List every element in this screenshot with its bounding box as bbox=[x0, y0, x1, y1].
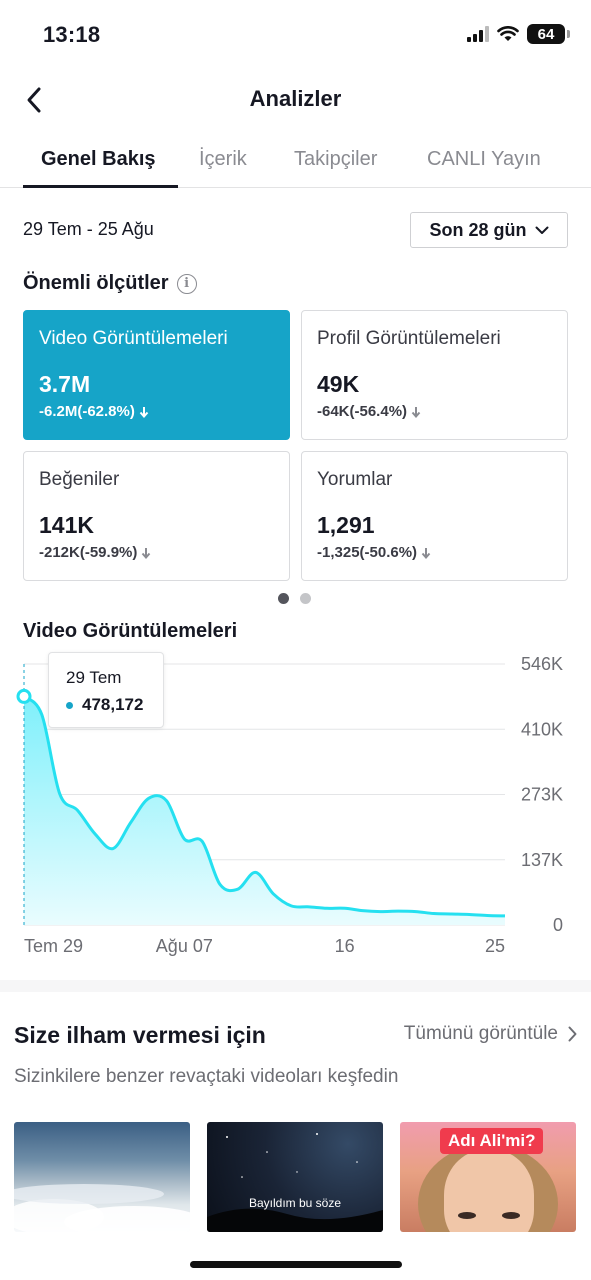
arrow-down-icon bbox=[411, 406, 421, 418]
chevron-down-icon bbox=[535, 226, 548, 234]
tooltip-value-row: 478,172 bbox=[66, 695, 143, 715]
tooltip-value: 478,172 bbox=[82, 695, 144, 714]
wifi-icon bbox=[497, 26, 519, 41]
tab-active-indicator bbox=[23, 185, 178, 188]
x-tick-label: 16 bbox=[335, 936, 355, 956]
arrow-down-icon bbox=[142, 547, 151, 559]
tab-followers[interactable]: Takipçiler bbox=[294, 148, 378, 170]
arrow-down-icon bbox=[139, 406, 149, 418]
y-tick-label: 273K bbox=[521, 785, 563, 805]
period-dropdown-label: Son 28 gün bbox=[429, 219, 527, 240]
night-sky-image bbox=[207, 1133, 383, 1232]
inspiration-title: Size ilham vermesi için bbox=[14, 1022, 266, 1048]
tooltip-date: 29 Tem bbox=[66, 668, 122, 687]
video-caption: Bayıldım bu söze bbox=[248, 1196, 342, 1210]
key-metrics-title: Önemli ölçütler i bbox=[23, 272, 197, 295]
section-divider bbox=[0, 980, 591, 992]
y-tick-label: 546K bbox=[521, 654, 563, 674]
eye-shape bbox=[458, 1212, 476, 1219]
metric-change-text: -6.2M(-62.8%) bbox=[39, 403, 135, 420]
back-button[interactable] bbox=[16, 82, 52, 118]
series-dot-icon bbox=[66, 701, 73, 709]
tab-overview[interactable]: Genel Bakış bbox=[41, 148, 156, 170]
metrics-pager bbox=[278, 593, 311, 604]
metric-card-comments[interactable]: Yorumlar 1,291 -1,325(-50.6%) bbox=[301, 451, 568, 581]
status-bar: 13:18 64 bbox=[0, 0, 591, 66]
metric-value: 49K bbox=[317, 371, 360, 397]
video-thumbnail[interactable]: Adı Ali'mi? bbox=[400, 1122, 576, 1232]
period-dropdown[interactable]: Son 28 gün bbox=[410, 212, 568, 248]
metric-change: -212K(-59.9%) bbox=[39, 544, 151, 561]
pager-dot[interactable] bbox=[300, 593, 311, 604]
y-tick-label: 0 bbox=[553, 915, 563, 935]
nav-header: Analizler bbox=[0, 70, 591, 130]
status-time: 13:18 bbox=[43, 22, 101, 47]
metric-change: -6.2M(-62.8%) bbox=[39, 403, 149, 420]
page-title: Analizler bbox=[249, 86, 342, 111]
data-point-selected bbox=[16, 688, 32, 704]
chevron-left-icon bbox=[27, 87, 41, 113]
chart-title: Video Görüntülemeleri bbox=[23, 620, 238, 642]
metric-card-likes[interactable]: Beğeniler 141K -212K(-59.9%) bbox=[23, 451, 290, 581]
arrow-down-icon bbox=[421, 547, 431, 559]
tab-bar: Genel Bakış İçerik Takipçiler CANLI Yayı… bbox=[0, 134, 591, 188]
metric-change-text: -64K(-56.4%) bbox=[317, 403, 408, 420]
video-caption-badge: Adı Ali'mi? bbox=[440, 1128, 544, 1154]
battery-icon: 64 bbox=[527, 24, 570, 44]
see-all-label: Tümünü görüntüle bbox=[403, 1023, 558, 1044]
x-tick-label: Tem 29 bbox=[24, 936, 83, 956]
info-icon[interactable]: i bbox=[176, 273, 197, 294]
metric-change-text: -1,325(-50.6%) bbox=[317, 544, 418, 561]
clouds-image bbox=[14, 1184, 190, 1232]
metric-value: 141K bbox=[39, 512, 94, 538]
y-tick-label: 137K bbox=[521, 850, 563, 870]
metric-label: Yorumlar bbox=[317, 469, 393, 490]
status-icons: 64 bbox=[467, 24, 570, 44]
video-thumbnail[interactable]: Bayıldım bu söze bbox=[207, 1122, 383, 1232]
series-area bbox=[24, 696, 505, 925]
metric-value: 3.7M bbox=[39, 371, 91, 397]
metric-card-video-views[interactable]: Video Görüntülemeleri 3.7M -6.2M(-62.8%) bbox=[23, 310, 290, 440]
metric-change-text: -212K(-59.9%) bbox=[39, 544, 138, 561]
key-metrics-title-text: Önemli ölçütler bbox=[23, 272, 169, 294]
see-all-link[interactable]: Tümünü görüntüle bbox=[404, 1023, 577, 1045]
metric-label: Video Görüntülemeleri bbox=[39, 328, 228, 349]
x-tick-label: Ağu 07 bbox=[156, 936, 213, 956]
cellular-signal-icon bbox=[467, 26, 489, 42]
y-tick-label: 410K bbox=[521, 719, 563, 739]
x-tick-label: 25 bbox=[485, 936, 505, 956]
metric-change: -64K(-56.4%) bbox=[317, 403, 421, 420]
metric-label: Profil Görüntülemeleri bbox=[317, 328, 501, 349]
video-thumbnail[interactable] bbox=[14, 1122, 190, 1232]
home-indicator bbox=[190, 1261, 402, 1268]
pager-dot-active[interactable] bbox=[278, 593, 289, 604]
chevron-right-icon bbox=[568, 1026, 577, 1042]
inspiration-subtitle: Sizinkilere benzer revaçtaki videoları k… bbox=[14, 1066, 399, 1087]
video-views-chart[interactable]: 546K 410K 273K 137K 0 Tem 29 Ağu 07 16 25 bbox=[0, 640, 591, 970]
metric-change: -1,325(-50.6%) bbox=[317, 544, 431, 561]
chart-tooltip: 29 Tem 478,172 bbox=[48, 652, 164, 728]
chart-svg[interactable]: 546K 410K 273K 137K 0 Tem 29 Ağu 07 16 25 bbox=[0, 640, 591, 970]
tab-content[interactable]: İçerik bbox=[199, 148, 247, 170]
series-line bbox=[22, 695, 506, 918]
eye-shape bbox=[502, 1212, 520, 1219]
metric-label: Beğeniler bbox=[39, 469, 120, 490]
metric-card-profile-views[interactable]: Profil Görüntülemeleri 49K -64K(-56.4%) bbox=[301, 310, 568, 440]
metric-value: 1,291 bbox=[317, 512, 375, 538]
date-range: 29 Tem - 25 Ağu bbox=[23, 219, 154, 239]
tab-live[interactable]: CANLI Yayın bbox=[427, 148, 541, 170]
face-shape bbox=[444, 1150, 534, 1232]
